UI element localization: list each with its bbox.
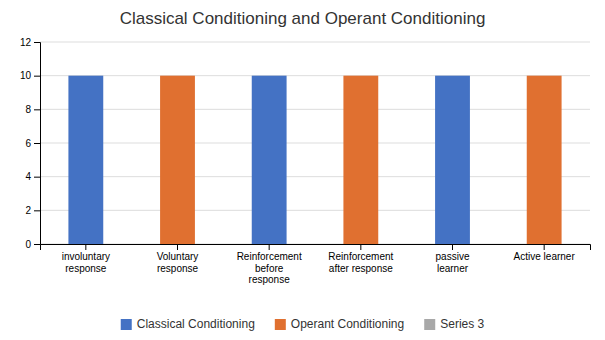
tick-label-line: involuntary [62, 251, 110, 262]
legend-swatch [275, 319, 286, 330]
tick: 2 [25, 205, 40, 216]
legend: Classical Conditioning Operant Conditioni… [121, 317, 485, 331]
tick-label: 12 [20, 37, 32, 48]
legend-item: Operant Conditioning [275, 317, 404, 331]
tick-label-line: before [255, 263, 284, 274]
bars [68, 76, 561, 244]
tick-label: 4 [25, 171, 31, 182]
tick: 8 [25, 104, 40, 115]
tick-mark [452, 244, 453, 250]
tick: Reinforcementbeforeresponse [237, 244, 302, 285]
tick-label: 10 [20, 70, 32, 81]
grid-line [40, 176, 590, 177]
x-axis: involuntaryresponseVoluntaryresponseRein… [41, 244, 591, 285]
tick: Reinforcementafter response [328, 244, 393, 274]
tick-label-line: Reinforcement [328, 251, 393, 262]
tick-label: involuntaryresponse [62, 251, 110, 274]
grid-line [40, 210, 590, 211]
tick: 12 [20, 37, 40, 48]
tick-mark [34, 210, 40, 211]
grid-line [40, 75, 590, 76]
tick: passivelearner [436, 244, 470, 274]
bar [343, 76, 378, 244]
tick: 0 [25, 239, 40, 250]
axis-line [34, 43, 41, 245]
tick-mark [34, 109, 40, 110]
tick-label-line: Reinforcement [237, 251, 302, 262]
grid [40, 42, 590, 244]
tick-label: 0 [25, 239, 31, 250]
tick-label-line: response [249, 274, 291, 285]
tick-mark [85, 244, 86, 250]
tick-label: Active learner [514, 251, 576, 262]
tick: 4 [25, 171, 40, 182]
tick-mark [34, 76, 40, 77]
tick: Voluntaryresponse [157, 244, 199, 274]
legend-label: Series 3 [440, 317, 484, 331]
tick-label: Voluntaryresponse [157, 251, 199, 274]
plot: 024681012involuntaryresponseVoluntaryres… [20, 37, 591, 285]
axis-line [41, 245, 591, 251]
tick-label: 8 [25, 104, 31, 115]
tick-label-line: Voluntary [157, 251, 199, 262]
tick: involuntaryresponse [62, 244, 110, 274]
legend-swatch [121, 319, 132, 330]
bar [68, 76, 103, 244]
tick-label-line: response [65, 263, 107, 274]
tick-mark [177, 244, 178, 250]
legend-label: Operant Conditioning [291, 317, 404, 331]
bar [252, 76, 287, 244]
bar [435, 76, 470, 244]
legend-item: Series 3 [424, 317, 484, 331]
tick-label-line: response [157, 263, 199, 274]
tick: 6 [25, 138, 40, 149]
tick-label: passivelearner [436, 251, 470, 274]
tick-label: Reinforcementbeforeresponse [237, 251, 302, 285]
legend-swatch [424, 319, 435, 330]
tick: Active learner [514, 244, 576, 262]
tick-label-line: passive [436, 251, 470, 262]
tick-label-line: after response [329, 263, 393, 274]
tick-label: Reinforcementafter response [328, 251, 393, 274]
bar [160, 76, 195, 244]
tick-label-line: Active learner [514, 251, 576, 262]
legend-label: Classical Conditioning [137, 317, 255, 331]
legend-item: Classical Conditioning [121, 317, 255, 331]
tick-label: 6 [25, 138, 31, 149]
tick-mark [360, 244, 361, 250]
tick-mark [34, 143, 40, 144]
grid-line [40, 109, 590, 110]
tick-mark [269, 244, 270, 250]
tick-mark [544, 244, 545, 250]
grid-line [40, 42, 590, 43]
chart: Classical Conditioning and Operant Condi… [0, 0, 605, 340]
bar [527, 76, 562, 244]
tick-label: 2 [25, 205, 31, 216]
y-axis: 0 2 4 6 8 10 12 [20, 37, 41, 250]
tick: 10 [20, 70, 40, 81]
tick-mark [34, 42, 40, 43]
grid-line [40, 143, 590, 144]
tick-mark [34, 244, 40, 245]
title: Classical Conditioning and Operant Condi… [120, 9, 486, 28]
tick-mark [34, 177, 40, 178]
tick-label-line: learner [437, 263, 469, 274]
